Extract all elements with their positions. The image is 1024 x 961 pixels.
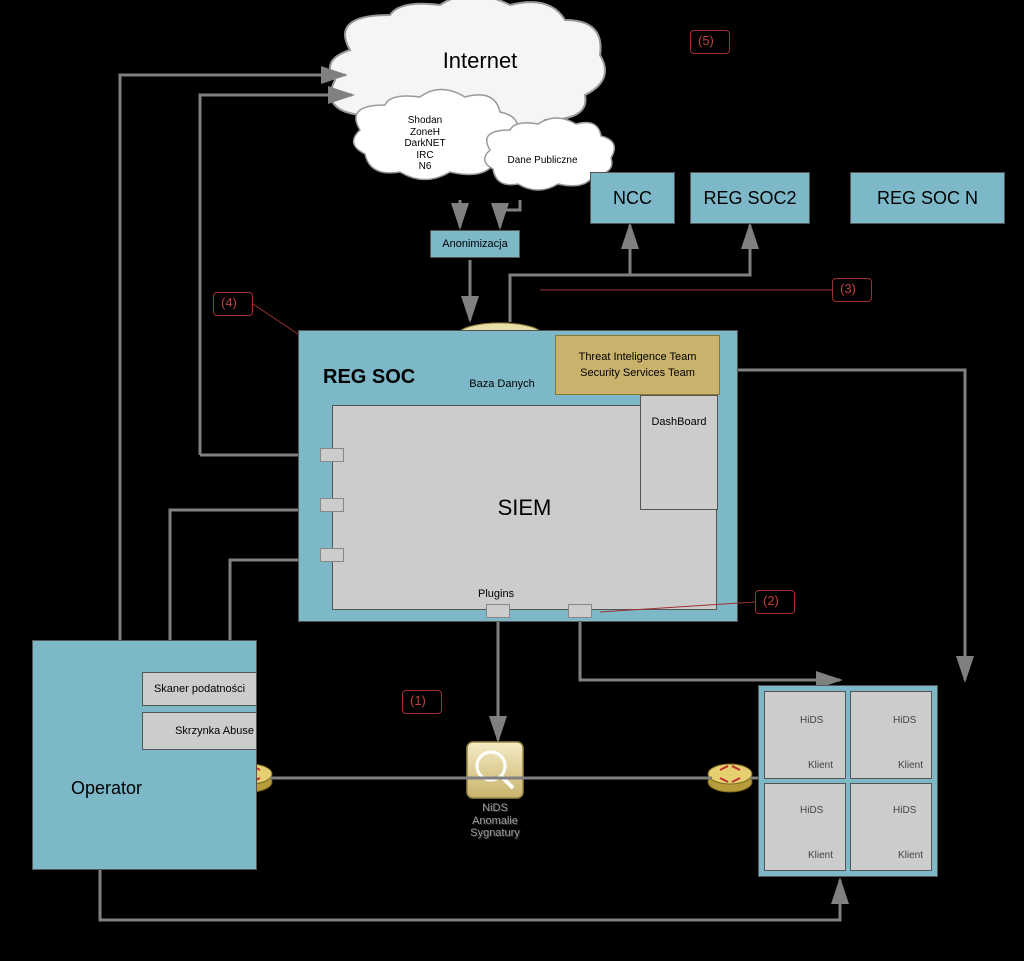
client-q3 (764, 783, 846, 871)
marker-4-text: (4) (221, 295, 237, 310)
ncc-box: NCC (590, 172, 675, 224)
scanner-box: Skaner podatności (142, 672, 257, 706)
public-data-label: Dane Publiczne (500, 155, 585, 166)
threat-team: Threat Inteligence Team (577, 349, 699, 365)
siem-label: SIEM (498, 495, 552, 521)
hids-tr: HiDS (893, 715, 916, 726)
nids-icon (467, 742, 523, 798)
port-l3 (320, 548, 344, 562)
klient-br: Klient (898, 850, 923, 861)
db-label: Baza Danych (462, 378, 542, 390)
port-b1 (486, 604, 510, 618)
anonimizacja-box: Anonimizacja (430, 230, 520, 258)
marker-5-text: (5) (698, 33, 714, 48)
sources-list: Shodan ZoneH DarkNET IRC N6 ... (380, 115, 470, 184)
plugins-label: Plugins (478, 588, 514, 600)
port-l2 (320, 498, 344, 512)
marker-1-text: (1) (410, 693, 426, 708)
router-right (708, 764, 752, 792)
port-l1 (320, 448, 344, 462)
hids-br: HiDS (893, 805, 916, 816)
hids-tl: HiDS (800, 715, 823, 726)
regsocn-box: REG SOC N (850, 172, 1005, 224)
klient-tr: Klient (898, 760, 923, 771)
marker-2-text: (2) (763, 593, 779, 608)
abuse-box: Skrzynka Abuse (142, 712, 257, 750)
internet-label: Internet (380, 48, 580, 74)
nids-labels: NiDS Anomalie Sygnatury (455, 802, 535, 840)
client-q1 (764, 691, 846, 779)
dashboard-box: DashBoard (640, 395, 718, 510)
operator-title: Operator (71, 778, 142, 799)
klient-bl: Klient (808, 850, 833, 861)
teams-box: Threat Inteligence Team Security Service… (555, 335, 720, 395)
hids-bl: HiDS (800, 805, 823, 816)
port-b2 (568, 604, 592, 618)
security-team: Security Services Team (578, 365, 697, 381)
regsoc2-box: REG SOC2 (690, 172, 810, 224)
regsoc-title: REG SOC (323, 366, 415, 389)
marker-3-text: (3) (840, 281, 856, 296)
klient-tl: Klient (808, 760, 833, 771)
